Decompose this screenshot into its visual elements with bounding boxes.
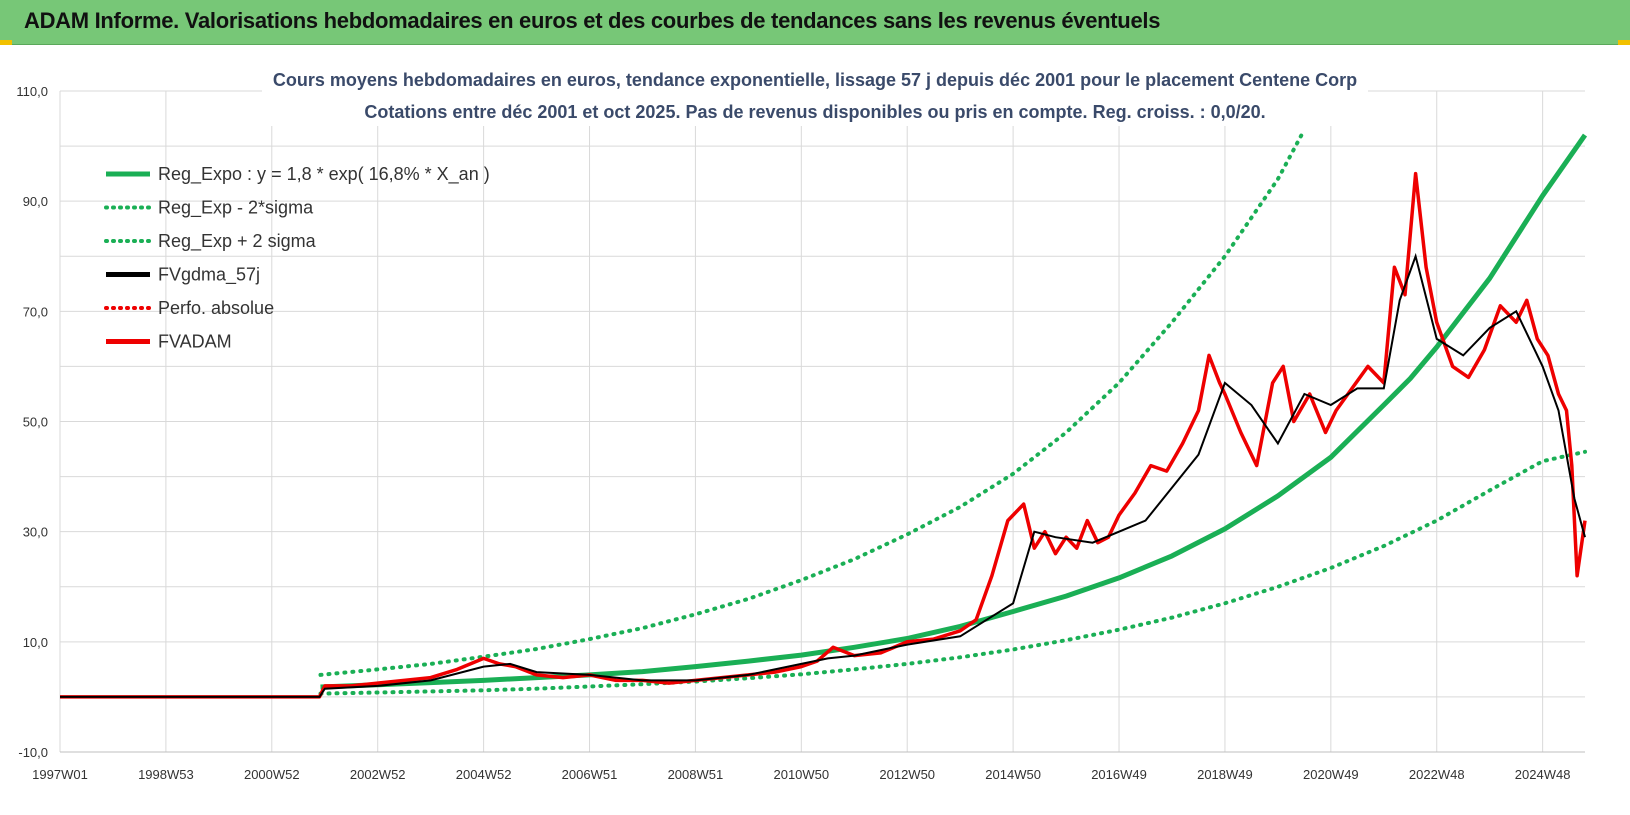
y-tick-label: 110,0	[16, 84, 48, 99]
y-tick-label: 10,0	[23, 635, 48, 650]
chart-subtitle: Cotations entre déc 2001 et oct 2025. Pa…	[364, 102, 1265, 122]
x-tick-label: 2016W49	[1091, 767, 1147, 782]
axis-layer: 1997W01 1998W53 2000W52 2002W52 2004W52 2006W…	[16, 84, 1585, 782]
series-line-1	[318, 449, 1587, 696]
series-line-3	[60, 252, 1586, 698]
x-tick-label: 1997W01	[32, 767, 88, 782]
x-tick-label: 2008W51	[668, 767, 724, 782]
series-layer	[60, 127, 1588, 699]
x-tick-label: 2002W52	[350, 767, 406, 782]
legend-label-3: FVgdma_57j	[158, 265, 260, 286]
x-tick-label: 2018W49	[1197, 767, 1253, 782]
title-background	[262, 62, 1368, 126]
legend-label-0: Reg_Expo : y = 1,8 * exp( 16,8% * X_an )	[158, 164, 490, 185]
x-tick-label: 2024W48	[1515, 767, 1571, 782]
legend-label-1: Reg_Exp - 2*sigma	[158, 198, 314, 219]
x-tick-label: 2022W48	[1409, 767, 1465, 782]
y-tick-label: -10,0	[18, 745, 48, 760]
header-banner: ADAM Informe. Valorisations hebdomadaire…	[0, 0, 1630, 45]
x-tick-label: 1998W53	[138, 767, 194, 782]
y-tick-label: 50,0	[23, 415, 48, 430]
x-tick-label: 2014W50	[985, 767, 1041, 782]
chart-title: Cours moyens hebdomadaires en euros, ten…	[273, 70, 1357, 90]
series-line-2	[318, 127, 1307, 677]
x-tick-label: 2020W49	[1303, 767, 1359, 782]
page-title: ADAM Informe. Valorisations hebdomadaire…	[24, 8, 1161, 33]
legend-label-5: FVADAM	[158, 332, 232, 352]
x-tick-label: 2012W50	[879, 767, 935, 782]
y-tick-label: 90,0	[23, 194, 48, 209]
y-tick-label: 30,0	[23, 525, 48, 540]
legend-label-2: Reg_Exp + 2 sigma	[158, 231, 317, 252]
x-tick-label: 2004W52	[456, 767, 512, 782]
corner-mark-right	[1618, 40, 1630, 45]
x-tick-label: 2006W51	[562, 767, 618, 782]
series-line-0	[320, 133, 1588, 690]
legend: Reg_Expo : y = 1,8 * exp( 16,8% * X_an )…	[104, 164, 490, 352]
legend-label-4: Perfo. absolue	[158, 298, 274, 318]
y-tick-label: 70,0	[23, 304, 48, 319]
corner-mark-left	[0, 40, 12, 45]
x-tick-label: 2010W50	[773, 767, 829, 782]
x-tick-label: 2000W52	[244, 767, 300, 782]
